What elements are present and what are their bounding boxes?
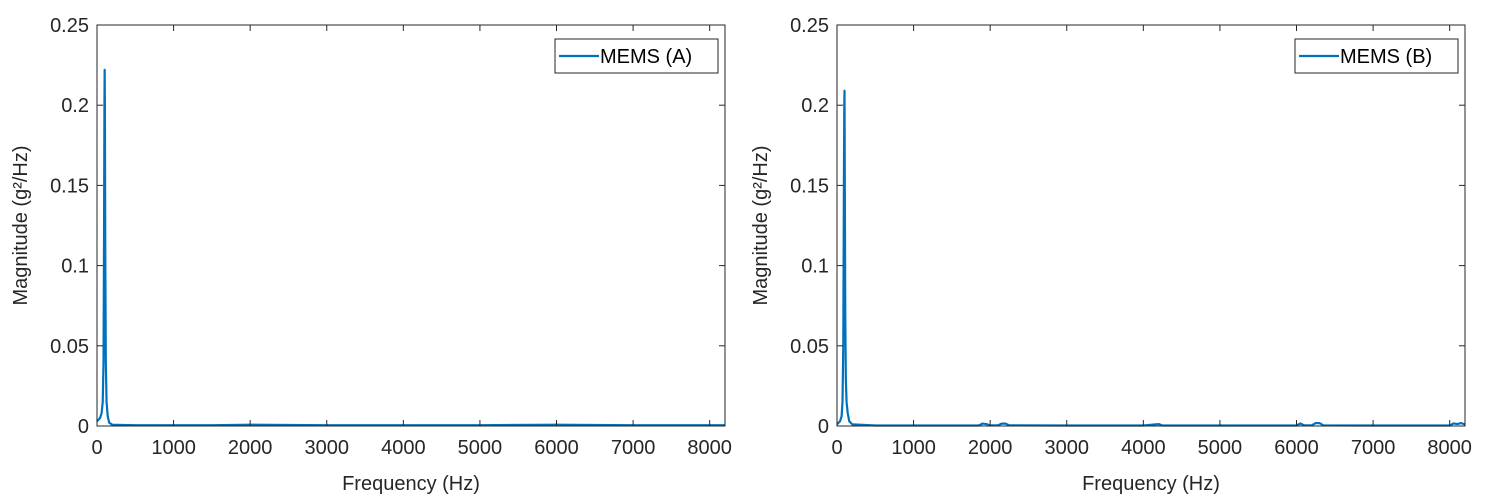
legend-label: MEMS (A) [600, 46, 692, 68]
x-tick-label: 2000 [968, 437, 1013, 459]
y-tick-label: 0.2 [61, 95, 89, 117]
x-tick-label: 7000 [1351, 437, 1396, 459]
y-tick-label: 0.1 [61, 256, 89, 278]
legend: MEMS (A) [554, 38, 719, 74]
series-line-0 [96, 68, 725, 427]
x-tick-label: 5000 [458, 437, 503, 459]
y-tick-label: 0.05 [50, 336, 89, 358]
y-tick-label: 0.1 [801, 256, 829, 278]
x-tick-label: 7000 [611, 437, 656, 459]
x-tick-label: 0 [831, 437, 842, 459]
legend-label: MEMS (B) [1340, 46, 1432, 68]
y-tick-label: 0.25 [50, 15, 89, 37]
x-tick-label: 4000 [1121, 437, 1166, 459]
x-tick-label: 4000 [381, 437, 426, 459]
plot-area-frame [836, 24, 1466, 427]
y-axis-label: Magnitude (g²/Hz) [750, 145, 772, 305]
chart-panel-a: 0 1000 2000 3000 4000 5000 6000 7000 8000 0 0.05 0.… [10, 15, 732, 495]
x-axis-label: Frequency (Hz) [342, 473, 480, 495]
x-tick-label: 0 [91, 437, 102, 459]
y-tick-label: 0.2 [801, 95, 829, 117]
x-tick-label: 3000 [305, 437, 350, 459]
x-tick-label: 6000 [1274, 437, 1319, 459]
x-tick-label: 1000 [151, 437, 196, 459]
x-tick-label: 1000 [891, 437, 936, 459]
x-tick-label: 8000 [1427, 437, 1472, 459]
series-line-0 [836, 89, 1466, 427]
y-tick-label: 0.15 [50, 175, 89, 197]
plot-area-frame [96, 24, 726, 427]
y-tick-label: 0.15 [790, 175, 829, 197]
y-axis-label: Magnitude (g²/Hz) [10, 145, 32, 305]
x-tick-label: 3000 [1045, 437, 1090, 459]
y-tick-label: 0 [78, 416, 89, 438]
y-tick-label: 0.05 [790, 336, 829, 358]
x-tick-label: 6000 [534, 437, 579, 459]
y-tick-label: 0 [818, 416, 829, 438]
x-tick-label: 2000 [228, 437, 273, 459]
legend: MEMS (B) [1294, 38, 1459, 74]
y-tick-label: 0.25 [790, 15, 829, 37]
x-tick-label: 8000 [687, 437, 732, 459]
x-tick-label: 5000 [1198, 437, 1243, 459]
chart-panel-b: 0 1000 2000 3000 4000 5000 6000 7000 8000 0 0.05 0.… [750, 15, 1472, 495]
x-axis-label: Frequency (Hz) [1082, 473, 1220, 495]
